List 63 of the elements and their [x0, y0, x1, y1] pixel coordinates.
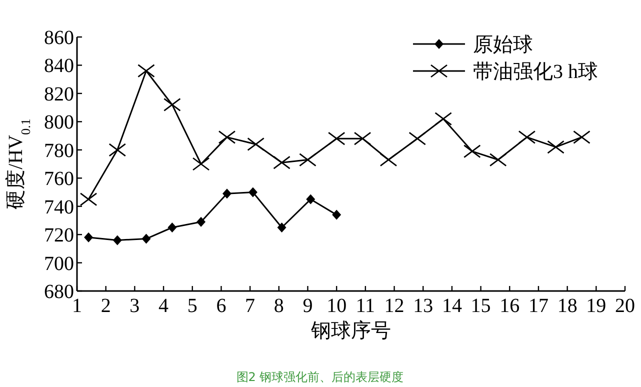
x-axis-title: 钢球序号 [310, 320, 391, 342]
point [112, 235, 122, 246]
point [222, 188, 232, 199]
point [408, 132, 426, 146]
x-tick-label: 19 [586, 295, 606, 317]
point [142, 234, 151, 244]
y-tick-label: 720 [44, 224, 74, 247]
x-tick-label: 2 [100, 295, 111, 317]
point [273, 156, 290, 170]
point [163, 98, 181, 112]
point [434, 112, 452, 126]
y-tick-label: 860 [44, 27, 74, 49]
legend-label: 带油强化3 h球 [473, 61, 598, 83]
point [192, 157, 210, 171]
caption: 图2 钢球强化前、后的表层硬度 [236, 370, 404, 384]
point [138, 64, 155, 78]
x-tick-label: 12 [384, 295, 404, 317]
point [489, 153, 507, 166]
x-tick-label: 14 [442, 295, 462, 317]
x-tick-label: 11 [356, 295, 376, 317]
point [328, 132, 346, 146]
x-tick-label: 10 [326, 295, 347, 317]
x-tick-label: 13 [413, 295, 434, 317]
point [380, 153, 398, 166]
y-tick-label: 820 [44, 83, 74, 106]
point [518, 130, 536, 144]
y-tick-label: 840 [44, 55, 74, 78]
x-tick-label: 9 [302, 295, 313, 317]
point [354, 132, 372, 146]
point [463, 144, 481, 158]
x-tick-label: 15 [470, 295, 491, 317]
x-tick-label: 20 [615, 295, 635, 317]
point [247, 138, 265, 151]
x-tick-label: 3 [130, 295, 140, 317]
y-tick-label: 700 [44, 252, 74, 275]
point [299, 153, 316, 166]
point [332, 210, 342, 220]
y-tick-label: 740 [44, 196, 74, 218]
x-tick-label: 8 [274, 295, 284, 317]
point [168, 222, 177, 232]
x-tick-label: 1 [72, 295, 82, 317]
point [277, 222, 286, 232]
point [306, 194, 316, 204]
point [547, 140, 564, 154]
point [218, 130, 236, 144]
x-tick-label: 4 [158, 295, 169, 317]
x-tick-label: 17 [528, 295, 548, 317]
point [573, 130, 590, 144]
x-tick-label: 16 [500, 295, 520, 317]
point [84, 232, 94, 242]
point [196, 216, 206, 227]
x-tick-label: 18 [557, 295, 578, 317]
y-tick-label: 680 [44, 281, 74, 303]
point [248, 187, 258, 198]
x-tick-label: 7 [245, 295, 256, 317]
y-tick-label: 780 [44, 140, 74, 162]
y-tick-label: 760 [44, 168, 74, 190]
point [80, 192, 98, 206]
legend-label: 原始球 [473, 34, 533, 56]
point [108, 143, 126, 157]
x-tick-label: 5 [187, 295, 198, 317]
y-tick-label: 800 [44, 112, 74, 134]
x-tick-label: 6 [216, 295, 226, 317]
